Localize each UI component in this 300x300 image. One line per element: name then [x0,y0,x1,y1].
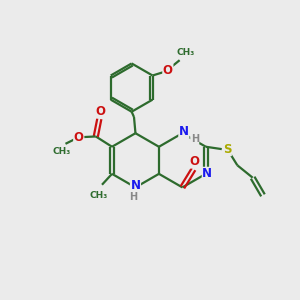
Text: N: N [179,125,189,138]
Text: O: O [189,155,199,168]
Text: O: O [163,64,173,77]
Text: N: N [202,167,212,180]
Text: CH₃: CH₃ [89,191,107,200]
Text: CH₃: CH₃ [176,48,195,57]
Text: S: S [223,142,231,156]
Text: H: H [191,134,199,143]
Text: H: H [129,192,137,202]
Text: CH₃: CH₃ [53,147,71,156]
Text: O: O [74,130,84,143]
Text: O: O [95,105,105,118]
Text: N: N [130,179,140,192]
